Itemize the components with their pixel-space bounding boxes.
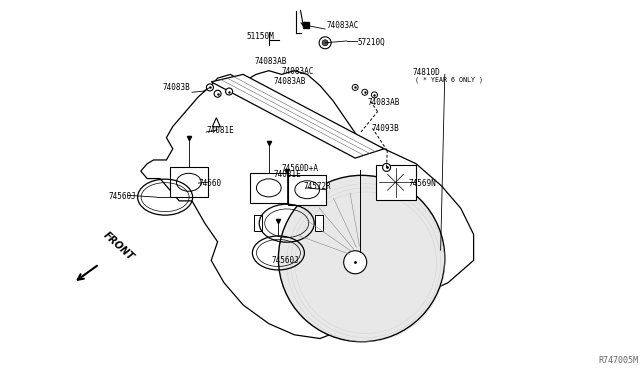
Text: 74560: 74560 (198, 179, 221, 187)
Circle shape (207, 84, 213, 91)
Text: 57210Q: 57210Q (357, 38, 385, 46)
Text: 74081E: 74081E (206, 126, 234, 135)
Text: R747005M: R747005M (598, 356, 638, 365)
Text: 51150M: 51150M (246, 32, 274, 41)
Text: 74083AB: 74083AB (255, 57, 287, 66)
Text: 74083B: 74083B (163, 83, 191, 92)
Text: 74569N: 74569N (408, 179, 436, 187)
Text: 74083AC: 74083AC (326, 21, 359, 30)
Polygon shape (211, 74, 384, 158)
Text: 74560J: 74560J (109, 192, 136, 201)
Circle shape (214, 90, 221, 97)
Text: 74560D+A: 74560D+A (282, 164, 319, 173)
Text: 74093B: 74093B (371, 124, 399, 133)
Text: 74560J: 74560J (271, 256, 299, 265)
Circle shape (319, 37, 331, 49)
Circle shape (352, 84, 358, 90)
Text: 74083AB: 74083AB (368, 98, 401, 107)
Circle shape (371, 92, 378, 98)
Text: 74810D: 74810D (413, 68, 440, 77)
Circle shape (344, 251, 367, 274)
Text: 74081E: 74081E (273, 170, 301, 179)
Circle shape (362, 89, 368, 95)
Text: FRONT: FRONT (101, 230, 136, 262)
FancyBboxPatch shape (254, 215, 262, 231)
Text: 74572R: 74572R (303, 182, 331, 191)
FancyBboxPatch shape (376, 165, 415, 200)
Circle shape (226, 88, 232, 95)
Circle shape (383, 163, 390, 171)
Circle shape (278, 175, 445, 342)
Text: ( * YEAR 6 ONLY ): ( * YEAR 6 ONLY ) (415, 77, 483, 83)
FancyBboxPatch shape (288, 175, 326, 205)
Text: 74083AB: 74083AB (274, 77, 307, 86)
Polygon shape (212, 118, 220, 127)
Circle shape (322, 40, 328, 46)
FancyBboxPatch shape (316, 215, 323, 231)
FancyBboxPatch shape (170, 167, 208, 197)
Text: 74083AC: 74083AC (282, 67, 314, 76)
FancyBboxPatch shape (250, 173, 288, 203)
